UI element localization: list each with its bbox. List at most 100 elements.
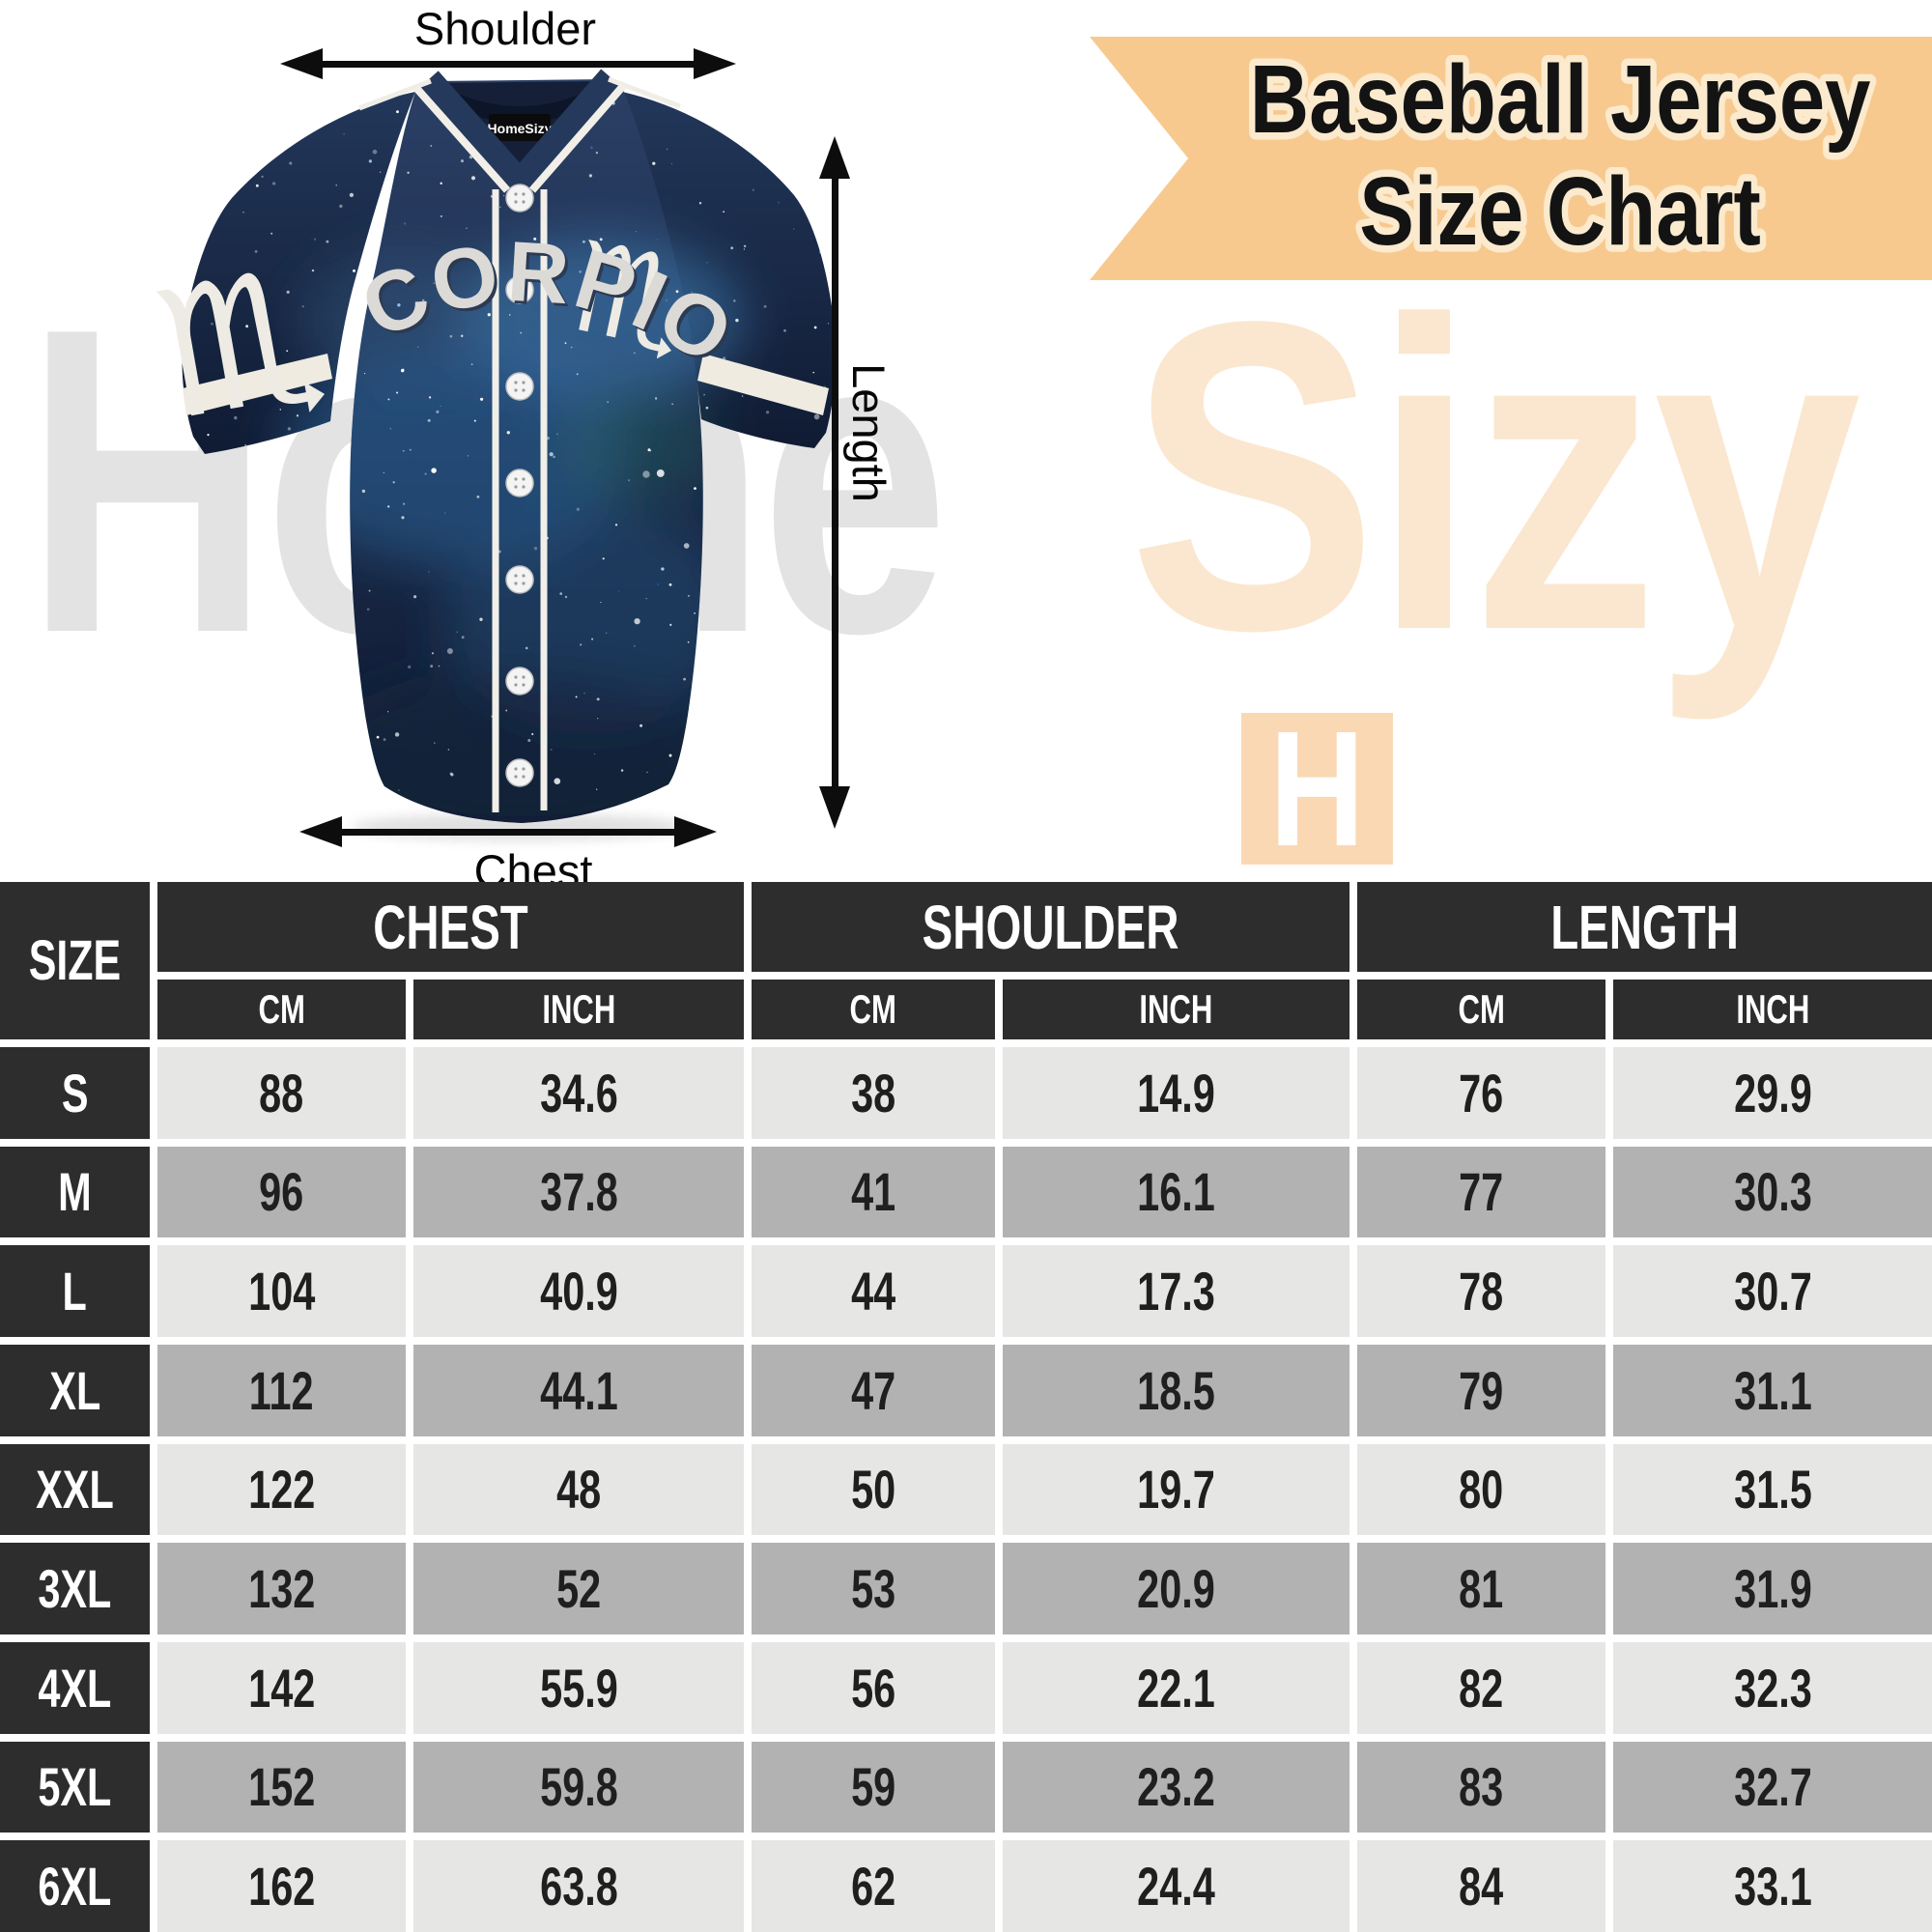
value-cell-5XL-shoulder-inch: 23.2 — [1003, 1741, 1350, 1833]
value-cell-5XL-chest-cm: 152 — [157, 1741, 406, 1833]
size-cell-L: L — [0, 1245, 150, 1337]
value-cell-XXL-length-inch: 31.5 — [1613, 1443, 1932, 1536]
value-cell-6XL-chest-cm: 162 — [157, 1840, 406, 1932]
value-cell-4XL-shoulder-cm: 56 — [752, 1641, 995, 1734]
collar-tag — [489, 114, 551, 141]
size-cell-6XL: 6XL — [0, 1840, 150, 1932]
shoulder-inch-header: INCH — [1003, 980, 1350, 1039]
value-cell-XXL-chest-inch: 48 — [413, 1443, 744, 1536]
value-cell-S-length-cm: 76 — [1357, 1047, 1605, 1139]
value-cell-6XL-chest-inch: 63.8 — [413, 1840, 744, 1932]
homesizy-h-letter: H — [1269, 696, 1365, 881]
value-cell-XL-chest-cm: 112 — [157, 1344, 406, 1436]
value-cell-S-length-inch: 29.9 — [1613, 1047, 1932, 1139]
value-cell-M-length-cm: 77 — [1357, 1146, 1605, 1238]
collar-piping-left — [413, 85, 510, 193]
size-column-header: SIZE — [0, 882, 150, 1039]
shoulder-cm-header: CM — [752, 980, 995, 1039]
value-cell-XL-shoulder-cm: 47 — [752, 1344, 995, 1436]
value-cell-3XL-length-inch: 31.9 — [1613, 1543, 1932, 1634]
length-measure-label: Length — [843, 363, 895, 502]
length-group-header: LENGTH — [1357, 882, 1932, 972]
value-cell-5XL-length-cm: 83 — [1357, 1741, 1605, 1833]
value-cell-3XL-shoulder-cm: 53 — [752, 1543, 995, 1634]
value-cell-S-shoulder-inch: 14.9 — [1003, 1047, 1350, 1139]
value-cell-3XL-length-cm: 81 — [1357, 1543, 1605, 1634]
value-cell-4XL-length-cm: 82 — [1357, 1641, 1605, 1734]
value-cell-4XL-shoulder-inch: 22.1 — [1003, 1641, 1350, 1734]
jersey-image: ♏ ♏ HomeSizy SCORPIO SCORPIO — [145, 39, 837, 840]
value-cell-L-length-inch: 30.7 — [1613, 1245, 1932, 1337]
shoulder-arrow-icon — [280, 48, 736, 79]
chest-arrow-icon — [299, 816, 717, 847]
value-cell-4XL-chest-cm: 142 — [157, 1641, 406, 1734]
banner-title-line2: Size Chart — [1359, 156, 1761, 265]
value-cell-M-chest-inch: 37.8 — [413, 1146, 744, 1238]
size-cell-XXL: XXL — [0, 1443, 150, 1536]
value-cell-XL-length-inch: 31.1 — [1613, 1344, 1932, 1436]
value-cell-6XL-length-inch: 33.1 — [1613, 1840, 1932, 1932]
size-cell-S: S — [0, 1047, 150, 1139]
value-cell-XXL-length-cm: 80 — [1357, 1443, 1605, 1536]
homesizy-h-logo: H — [1241, 707, 1393, 871]
value-cell-L-length-cm: 78 — [1357, 1245, 1605, 1337]
value-cell-XXL-shoulder-inch: 19.7 — [1003, 1443, 1350, 1536]
collar-tag-label: HomeSizy — [488, 121, 553, 136]
size-cell-4XL: 4XL — [0, 1641, 150, 1734]
button-row — [505, 184, 534, 787]
size-cell-M: M — [0, 1146, 150, 1238]
value-cell-XL-shoulder-inch: 18.5 — [1003, 1344, 1350, 1436]
value-cell-5XL-chest-inch: 59.8 — [413, 1741, 744, 1833]
value-cell-M-length-inch: 30.3 — [1613, 1146, 1932, 1238]
value-cell-L-shoulder-cm: 44 — [752, 1245, 995, 1337]
collar-band — [419, 69, 620, 194]
value-cell-6XL-shoulder-inch: 24.4 — [1003, 1840, 1350, 1932]
length-arrow-icon — [819, 136, 850, 829]
value-cell-L-chest-inch: 40.9 — [413, 1245, 744, 1337]
value-cell-3XL-shoulder-inch: 20.9 — [1003, 1543, 1350, 1634]
value-cell-4XL-length-inch: 32.3 — [1613, 1641, 1932, 1734]
chest-inch-header: INCH — [413, 980, 744, 1039]
chest-cm-header: CM — [157, 980, 406, 1039]
collar-back-band — [440, 85, 600, 123]
value-cell-XXL-chest-cm: 122 — [157, 1443, 406, 1536]
jersey-left-sleeve — [182, 92, 415, 454]
size-cell-3XL: 3XL — [0, 1543, 150, 1634]
collar-piping-right — [528, 83, 627, 193]
value-cell-M-shoulder-cm: 41 — [752, 1146, 995, 1238]
value-cell-4XL-chest-inch: 55.9 — [413, 1641, 744, 1734]
value-cell-S-chest-cm: 88 — [157, 1047, 406, 1139]
value-cell-S-chest-inch: 34.6 — [413, 1047, 744, 1139]
shoulder-group-header: SHOULDER — [752, 882, 1350, 972]
jersey-right-sleeve — [622, 92, 837, 448]
value-cell-3XL-chest-cm: 132 — [157, 1543, 406, 1634]
value-cell-5XL-length-inch: 32.7 — [1613, 1741, 1932, 1833]
value-cell-6XL-length-cm: 84 — [1357, 1840, 1605, 1932]
shoulder-measure-label: Shoulder — [413, 3, 597, 54]
value-cell-L-chest-cm: 104 — [157, 1245, 406, 1337]
title-banner: Baseball Jersey Size Chart — [1090, 37, 1932, 280]
value-cell-L-shoulder-inch: 17.3 — [1003, 1245, 1350, 1337]
size-cell-XL: XL — [0, 1344, 150, 1436]
value-cell-XL-length-cm: 79 — [1357, 1344, 1605, 1436]
left-sleeve-zodiac-icon: ♏ — [145, 228, 337, 462]
value-cell-M-chest-cm: 96 — [157, 1146, 406, 1238]
value-cell-3XL-chest-inch: 52 — [413, 1543, 744, 1634]
length-cm-header: CM — [1357, 980, 1605, 1039]
right-cuff-stripe — [697, 354, 829, 415]
value-cell-6XL-shoulder-cm: 62 — [752, 1840, 995, 1932]
size-table: SIZE CHEST SHOULDER LENGTH CM INCH CM IN… — [0, 882, 1932, 1932]
value-cell-XL-chest-inch: 44.1 — [413, 1344, 744, 1436]
banner-title-line1: Baseball Jersey — [1250, 44, 1871, 153]
value-cell-M-shoulder-inch: 16.1 — [1003, 1146, 1350, 1238]
size-cell-5XL: 5XL — [0, 1741, 150, 1833]
watermark-sizy: Sizy — [1128, 231, 1861, 722]
left-cuff-stripe — [183, 354, 332, 415]
value-cell-S-shoulder-cm: 38 — [752, 1047, 995, 1139]
chest-group-header: CHEST — [157, 882, 744, 972]
shoulder-piping-right — [608, 76, 681, 109]
value-cell-XXL-shoulder-cm: 50 — [752, 1443, 995, 1536]
length-inch-header: INCH — [1613, 980, 1932, 1039]
value-cell-5XL-shoulder-cm: 59 — [752, 1741, 995, 1833]
